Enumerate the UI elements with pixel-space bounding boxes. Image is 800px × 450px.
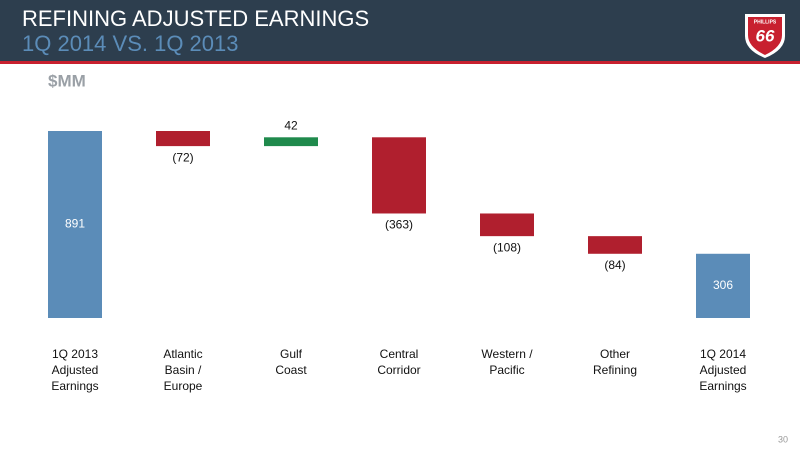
category-label: Adjusted [52, 363, 99, 377]
bar [48, 131, 102, 318]
bar [156, 131, 210, 147]
value-label: (84) [604, 258, 625, 272]
unit-label: $MM [48, 71, 86, 90]
value-label: (108) [493, 240, 521, 254]
category-label: Europe [164, 379, 203, 393]
value-label: 306 [713, 278, 733, 292]
category-label: Pacific [489, 363, 524, 377]
category-label: Central [380, 347, 419, 361]
bar [588, 236, 642, 254]
logo: PHILLIPS 66 [745, 14, 785, 58]
header-band [0, 0, 800, 62]
logo-number: 66 [756, 26, 775, 45]
category-label: 1Q 2013 [52, 347, 98, 361]
slide-title: REFINING ADJUSTED EARNINGS [22, 6, 369, 31]
logo-shield [748, 17, 782, 55]
category-label: Basin / [165, 363, 202, 377]
category-label: Coast [275, 363, 307, 377]
bar [264, 137, 318, 147]
category-label: Other [600, 347, 630, 361]
bar [696, 253, 750, 318]
category-label: Earnings [51, 379, 98, 393]
slide-subtitle: 1Q 2014 VS. 1Q 2013 [22, 31, 239, 56]
category-label: Corridor [377, 363, 420, 377]
category-label: Adjusted [700, 363, 747, 377]
value-label: (363) [385, 218, 413, 232]
category-label: 1Q 2014 [700, 347, 746, 361]
category-label: Atlantic [163, 347, 202, 361]
bar [480, 213, 534, 237]
page-number: 30 [778, 434, 788, 444]
bar [372, 137, 426, 214]
value-label: 891 [65, 217, 85, 231]
category-label: Gulf [280, 347, 303, 361]
category-label: Western / [481, 347, 533, 361]
value-label: (72) [172, 150, 193, 164]
value-label: 42 [284, 118, 298, 132]
logo-name: PHILLIPS [754, 19, 777, 25]
category-label: Refining [593, 363, 637, 377]
category-label: Earnings [699, 379, 746, 393]
header-rule [0, 61, 800, 64]
